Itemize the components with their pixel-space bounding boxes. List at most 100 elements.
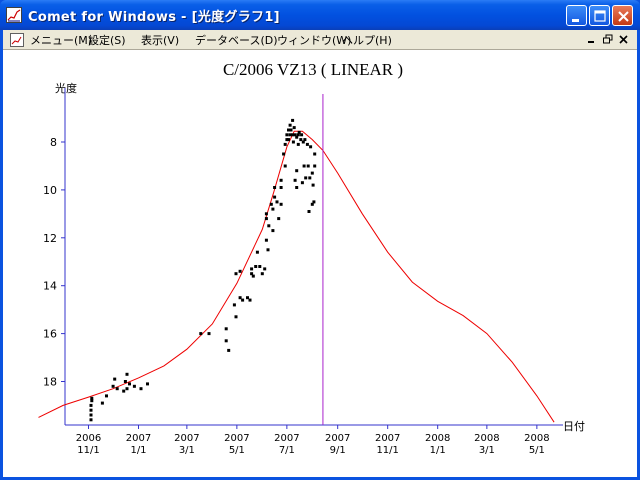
chart-title: C/2006 VZ13 ( LINEAR ) — [223, 60, 403, 79]
observation-point — [296, 142, 300, 146]
observation-point — [251, 274, 255, 278]
observation-point — [273, 186, 277, 189]
x-tick-year: 2008 — [474, 433, 499, 444]
observation-point — [291, 133, 295, 137]
y-tick-label: 18 — [43, 376, 57, 389]
minimize-button[interactable] — [566, 5, 587, 26]
x-tick-year: 2007 — [274, 433, 299, 444]
observation-point — [287, 128, 290, 132]
observation-point — [258, 265, 262, 268]
x-tick-date: 3/1 — [179, 445, 195, 456]
observation-point — [271, 207, 275, 211]
observation-point — [267, 224, 271, 228]
x-tick-year: 2007 — [375, 433, 400, 444]
observation-point — [250, 272, 254, 276]
observation-point — [307, 210, 311, 213]
observation-point — [313, 152, 317, 156]
x-tick-year: 2006 — [76, 433, 101, 444]
observation-point — [90, 396, 94, 400]
observation-point — [310, 202, 314, 206]
child-restore-icon[interactable] — [601, 33, 615, 46]
x-tick-date: 7/1 — [279, 445, 295, 456]
observation-point — [227, 348, 231, 352]
maximize-button[interactable] — [589, 5, 610, 26]
observation-point — [264, 238, 268, 242]
observation-point — [305, 142, 309, 146]
x-tick-date: 11/1 — [376, 445, 398, 456]
document-icon[interactable] — [9, 32, 25, 48]
observation-points — [89, 118, 317, 422]
observation-point — [269, 202, 273, 206]
observation-point — [232, 303, 236, 307]
menu-item-window[interactable]: ウィンドウ(W) — [277, 34, 352, 47]
child-close-icon[interactable] — [617, 33, 631, 46]
observation-point — [295, 135, 299, 139]
observation-point — [100, 401, 104, 405]
observation-point — [89, 403, 93, 407]
app-icon[interactable] — [6, 7, 22, 23]
observation-point — [279, 186, 283, 189]
observation-point — [293, 178, 297, 182]
observation-point — [234, 315, 238, 319]
x-tick-date: 5/1 — [229, 445, 245, 456]
menu-item-settings[interactable]: 設定(S) — [88, 34, 126, 47]
observation-point — [254, 265, 258, 268]
observation-point — [248, 298, 252, 302]
menu-item-database[interactable]: データベース(D) — [195, 34, 278, 47]
observation-point — [264, 217, 268, 221]
observation-point — [309, 145, 313, 149]
observation-point — [277, 217, 281, 221]
observation-point — [311, 183, 315, 187]
observation-point — [301, 140, 305, 144]
observation-point — [246, 296, 249, 300]
observation-point — [283, 142, 287, 146]
x-tick-date: 5/1 — [529, 445, 545, 456]
observation-point — [312, 200, 316, 204]
x-tick-date: 3/1 — [479, 445, 495, 456]
observation-point — [313, 164, 317, 168]
observation-point — [303, 138, 307, 142]
x-tick-date: 1/1 — [130, 445, 146, 456]
window-title: Comet for Windows - [光度グラフ1] — [28, 10, 280, 25]
x-tick-year: 2007 — [126, 433, 151, 444]
observation-point — [310, 171, 314, 175]
observation-point — [260, 272, 264, 276]
observation-point — [297, 130, 301, 134]
observation-point — [238, 296, 242, 300]
close-icon — [618, 11, 629, 22]
menu-item-help[interactable]: ヘルプ(H) — [342, 34, 392, 47]
observation-point — [105, 394, 108, 398]
menu-item-menu[interactable]: メニュー(M) — [30, 34, 93, 47]
menu-item-view[interactable]: 表示(V) — [141, 34, 180, 47]
observation-point — [283, 164, 287, 168]
observation-point — [234, 272, 238, 276]
observation-point — [125, 372, 129, 376]
y-tick-label: 12 — [43, 232, 57, 245]
menu-bar: メニュー(M) 設定(S) 表示(V) データベース(D) ウィンドウ(W) ヘ… — [3, 30, 637, 49]
observation-point — [279, 178, 283, 182]
observation-point — [292, 126, 296, 130]
observation-point — [289, 128, 293, 132]
maximize-icon — [594, 10, 606, 22]
observation-point — [273, 195, 277, 199]
observation-point — [308, 176, 312, 180]
observation-point — [288, 133, 292, 137]
observation-point — [285, 138, 289, 142]
observation-point — [250, 267, 254, 271]
y-tick-label: 10 — [43, 184, 57, 197]
y-axis-label: 光度 — [55, 81, 77, 95]
observation-point — [279, 202, 283, 206]
observation-point — [304, 176, 308, 180]
observation-point — [293, 133, 297, 137]
observation-point — [139, 387, 143, 391]
observation-point — [146, 382, 149, 386]
close-button[interactable] — [612, 5, 633, 26]
child-minimize-icon[interactable] — [585, 33, 599, 46]
title-bar[interactable]: Comet for Windows - [光度グラフ1] — [0, 0, 640, 30]
observation-point — [266, 248, 270, 252]
observation-point — [291, 140, 295, 144]
axes: 81012141618200611/120071/120073/120075/1… — [43, 88, 563, 456]
x-tick-date: 11/1 — [77, 445, 99, 456]
observation-point — [299, 138, 303, 142]
